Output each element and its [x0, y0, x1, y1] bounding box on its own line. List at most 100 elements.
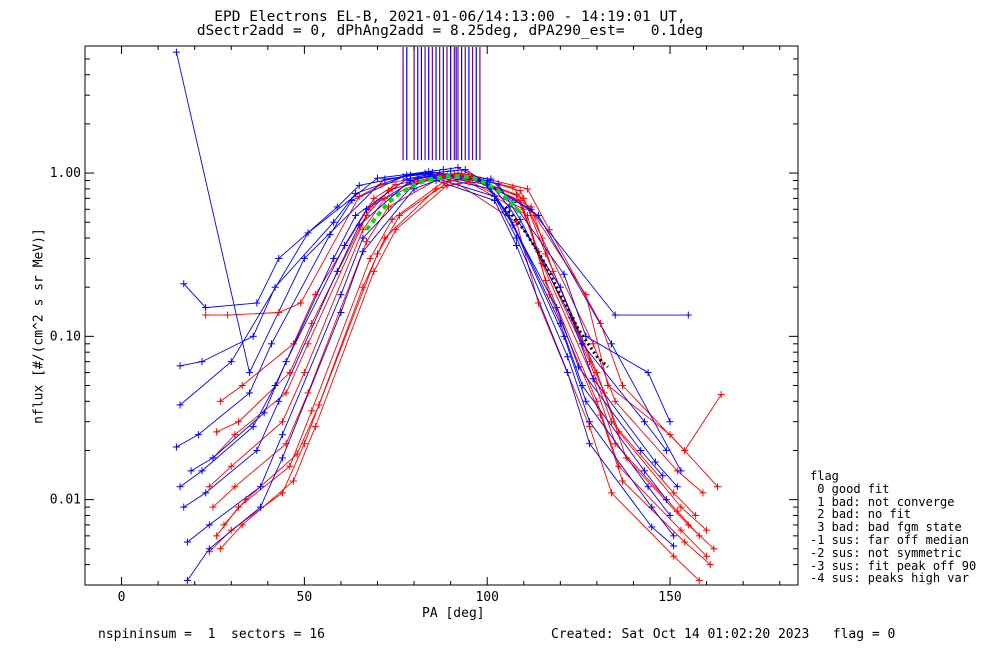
- y-tick-label: 0.10: [50, 329, 81, 344]
- data-point-blue: [553, 304, 561, 312]
- data-point-blue: [304, 229, 312, 237]
- data-point-blue: [414, 174, 422, 182]
- data-point-red: [695, 576, 703, 584]
- data-point-blue: [180, 280, 188, 288]
- data-point-red: [388, 185, 396, 193]
- data-point-red: [216, 397, 224, 405]
- data-point-blue: [509, 221, 517, 229]
- data-point-red: [523, 185, 531, 193]
- data-point-blue: [425, 168, 433, 176]
- data-point-blue: [275, 397, 283, 405]
- data-point-red: [235, 503, 243, 511]
- data-point-red: [432, 185, 440, 193]
- data-point-blue: [560, 270, 568, 278]
- data-point-blue: [586, 440, 594, 448]
- data-point-red: [213, 532, 221, 540]
- data-point-red: [311, 291, 319, 299]
- data-point-red: [454, 180, 462, 188]
- data-point-blue: [282, 358, 290, 366]
- series-line-red: [212, 174, 700, 537]
- data-point-blue: [662, 446, 670, 454]
- data-point-red: [231, 483, 239, 491]
- data-point-red: [297, 299, 305, 307]
- footer-nspin-info: nspininsum = 1 sectors = 16: [98, 627, 325, 642]
- data-point-red: [512, 190, 520, 198]
- data-point-blue: [586, 418, 594, 426]
- y-axis-label: nflux [#/(cm^2 s sr MeV)]: [31, 228, 47, 424]
- data-point-red: [703, 526, 711, 534]
- data-point-red: [315, 401, 323, 409]
- data-point-red: [593, 369, 601, 377]
- data-point-red: [538, 234, 546, 242]
- data-point-blue: [491, 196, 499, 204]
- data-point-blue: [648, 503, 656, 511]
- data-point-blue: [253, 446, 261, 454]
- data-point-blue: [512, 242, 520, 250]
- data-point-red: [622, 454, 630, 462]
- data-point-blue: [640, 418, 648, 426]
- data-point-blue: [381, 175, 389, 183]
- footer-created-info: Created: Sat Oct 14 01:02:20 2023 flag =…: [551, 627, 896, 642]
- data-point-red: [600, 389, 608, 397]
- vertical-tick-marks: [402, 47, 481, 161]
- series-line-red: [205, 174, 718, 488]
- data-point-blue: [673, 483, 681, 491]
- data-point-red: [681, 538, 689, 546]
- data-point-blue: [176, 362, 184, 370]
- data-point-blue: [483, 177, 491, 185]
- chart-title-line1: EPD Electrons EL-B, 2021-01-06/14:13:00 …: [214, 9, 686, 25]
- y-tick-label: 1.00: [50, 166, 81, 181]
- legend-item: 2 bad: no fit: [810, 507, 912, 522]
- series-lines: [175, 52, 722, 581]
- data-point-blue: [176, 401, 184, 409]
- data-point-red: [458, 170, 466, 178]
- data-point-blue: [399, 173, 407, 181]
- data-point-red: [363, 238, 371, 246]
- data-point-blue: [249, 332, 257, 340]
- y-tick-label: 0.01: [50, 493, 81, 508]
- data-point-red: [465, 178, 473, 186]
- data-point-red: [586, 358, 594, 366]
- data-point-blue: [512, 234, 520, 242]
- data-point-blue: [187, 467, 195, 475]
- data-point-red: [717, 391, 725, 399]
- data-point-red: [238, 521, 246, 529]
- data-point-blue: [644, 369, 652, 377]
- data-point-blue: [198, 358, 206, 366]
- series-line-red: [208, 172, 696, 516]
- data-point-red: [516, 187, 524, 195]
- series-line-blue: [190, 173, 678, 487]
- data-point-red: [227, 462, 235, 470]
- data-point-red: [392, 181, 400, 189]
- x-tick-label: 150: [658, 590, 681, 605]
- data-point-blue: [249, 423, 257, 431]
- data-point-red: [202, 311, 210, 319]
- data-point-red: [695, 532, 703, 540]
- data-point-blue: [666, 418, 674, 426]
- data-point-red: [370, 267, 378, 275]
- data-point-red: [286, 462, 294, 470]
- data-point-blue: [205, 545, 213, 553]
- data-point-blue: [432, 177, 440, 185]
- data-point-blue: [337, 308, 345, 316]
- legend-item: -1 sus: far off median: [810, 532, 969, 547]
- data-point-blue: [275, 254, 283, 262]
- data-point-red: [545, 291, 553, 299]
- data-point-red: [304, 340, 312, 348]
- data-point-red: [677, 526, 685, 534]
- data-point-blue: [406, 171, 414, 179]
- data-point-blue: [611, 311, 619, 319]
- data-point-red: [300, 369, 308, 377]
- x-tick-label: 100: [475, 590, 498, 605]
- data-point-red: [670, 552, 678, 560]
- data-point-red: [618, 477, 626, 485]
- data-point-blue: [172, 443, 180, 451]
- data-point-red: [549, 267, 557, 275]
- legend-item: 3 bad: bad fgm state: [810, 520, 962, 535]
- data-point-blue: [421, 169, 429, 177]
- data-point-blue: [271, 381, 279, 389]
- data-point-red: [703, 552, 711, 560]
- data-point-red: [392, 226, 400, 234]
- data-point-blue: [644, 483, 652, 491]
- series-line-red: [223, 177, 715, 550]
